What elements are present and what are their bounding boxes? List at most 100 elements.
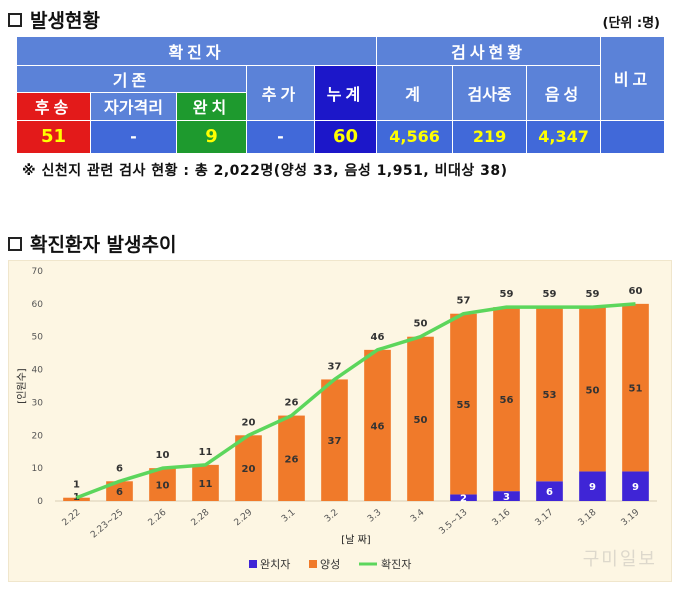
section-title-trend: 확진환자 발생추이: [8, 230, 176, 257]
bar-positive: [493, 307, 520, 492]
bar-positive-label: 46: [371, 421, 385, 432]
testing-header: 검사중: [452, 65, 528, 121]
bar-positive: [106, 481, 133, 501]
released-header: 완치: [176, 92, 247, 121]
line-confirmed-label: 59: [500, 289, 514, 300]
bar-positive: [364, 349, 391, 501]
transferred-value: 51: [16, 119, 91, 155]
testing-value: 219: [452, 119, 528, 155]
y-tick-label: 30: [32, 398, 44, 408]
bar-positive-label: 37: [328, 436, 342, 447]
line-confirmed-label: 26: [285, 398, 299, 409]
self-isolation-header: 자가격리: [90, 92, 177, 121]
line-confirmed: [75, 302, 636, 500]
x-tick-label: 3.19: [620, 507, 642, 528]
y-tick-label: 70: [32, 267, 44, 277]
bar-released-label: 3: [503, 492, 510, 503]
x-tick-label: 3.4: [409, 507, 427, 524]
existing-header: 기존: [16, 65, 247, 94]
y-tick-label: 10: [32, 464, 44, 474]
bar-released: [579, 471, 606, 501]
checkbox-square-icon: [8, 236, 22, 251]
y-tick-label: 40: [32, 366, 44, 376]
x-tick-label: 2.23~25: [89, 508, 125, 541]
bar-positive-label: 50: [414, 415, 428, 426]
bar-positive-label: 50: [586, 385, 600, 396]
x-tick-label: 3.5~13: [437, 508, 469, 537]
bar-released: [622, 471, 649, 501]
cumulative-header: 누계: [313, 65, 378, 121]
legend-label-released: 완치자: [260, 558, 290, 571]
x-tick-label: 3.17: [534, 508, 556, 529]
legend-swatch-positive: [309, 560, 317, 568]
x-tick-label: 3.16: [491, 507, 513, 528]
trend-chart-svg: 0 10 20 30 40 50 60 70 1 2.22 6 2.23~25 10 2.26 11 2.28…: [16, 267, 657, 571]
negative-value: 4,347: [526, 119, 602, 155]
line-confirmed-label: 60: [629, 286, 643, 297]
y-tick-label: 60: [32, 300, 44, 310]
y-tick-label: 0: [37, 497, 43, 507]
note-value: [600, 119, 666, 155]
test-status-header: 검사현황: [376, 35, 602, 67]
note-header: 비고: [600, 36, 666, 121]
bar-positive: [278, 415, 305, 501]
x-tick-label: 3.18: [577, 507, 599, 528]
status-title: 발생현황: [30, 10, 100, 32]
transferred-header: 후송: [16, 92, 91, 121]
bar-released-label: 9: [632, 482, 639, 493]
line-confirmed-label: 59: [586, 289, 600, 300]
bar-positive: [407, 336, 434, 501]
bar-released: [493, 491, 520, 501]
test-total-header: 계: [376, 65, 454, 121]
bar-released-label: 9: [589, 482, 596, 493]
checkbox-square-icon: [8, 12, 22, 27]
line-confirmed-label: 50: [414, 319, 428, 330]
bar-positive: [63, 497, 90, 501]
bar-released-label: 6: [546, 487, 553, 498]
x-tick-label: 2.29: [233, 507, 255, 528]
bar-released: [536, 481, 563, 501]
bar-positive: [321, 379, 348, 501]
added-header: 추가: [246, 65, 315, 121]
line-confirmed-label: 1: [73, 480, 80, 491]
unit-label: (단위 :명): [602, 16, 661, 31]
x-tick-label: 2.22: [61, 508, 83, 529]
bar-positive: [192, 464, 219, 501]
line-confirmed-label: 59: [543, 289, 557, 300]
y-axis-title: [인원수]: [16, 368, 28, 404]
status-table: 확진자 검사현황 비고 기존 추가 누계 계 검사중 음성 후송 자가격리 완치…: [15, 35, 666, 155]
bar-positive: [622, 303, 649, 472]
line-confirmed-label: 10: [156, 450, 170, 461]
released-value: 9: [176, 119, 247, 155]
bar-released: [450, 494, 477, 501]
bar-positive-label: 55: [457, 400, 471, 411]
test-total-value: 4,566: [376, 119, 454, 155]
self-isolation-value: -: [90, 119, 177, 155]
bar-positive: [450, 313, 477, 495]
line-confirmed-label: 57: [457, 296, 471, 307]
line-confirmed-label: 20: [242, 417, 256, 428]
y-tick-label: 50: [32, 333, 44, 343]
line-confirmed-label: 6: [116, 463, 123, 474]
x-axis-title: [날 짜]: [341, 534, 370, 546]
bar-positive: [149, 468, 176, 501]
trend-title: 확진환자 발생추이: [30, 234, 177, 256]
bar-positive-label: 51: [629, 384, 643, 395]
trend-chart: 0 10 20 30 40 50 60 70 1 2.22 6 2.23~25 10 2.26 11 2.28…: [8, 260, 672, 582]
legend-label-positive: 양성: [320, 558, 340, 571]
x-tick-label: 2.26: [147, 507, 169, 528]
negative-header: 음성: [526, 65, 602, 121]
bar-positive: [579, 307, 606, 472]
cumulative-value: 60: [313, 119, 378, 155]
bar-positive: [235, 435, 262, 501]
line-confirmed-label: 46: [371, 332, 385, 343]
legend-label-confirmed: 확진자: [381, 558, 411, 571]
line-confirmed-label: 11: [199, 447, 213, 458]
bar-positive-label: 53: [543, 390, 557, 401]
x-tick-label: 3.1: [280, 508, 297, 525]
bar-positive-label: 11: [199, 479, 213, 490]
bar-positive: [536, 307, 563, 482]
section-title-status: 발생현황: [8, 6, 100, 33]
added-value: -: [246, 119, 315, 155]
bar-positive-label: 20: [242, 464, 256, 475]
